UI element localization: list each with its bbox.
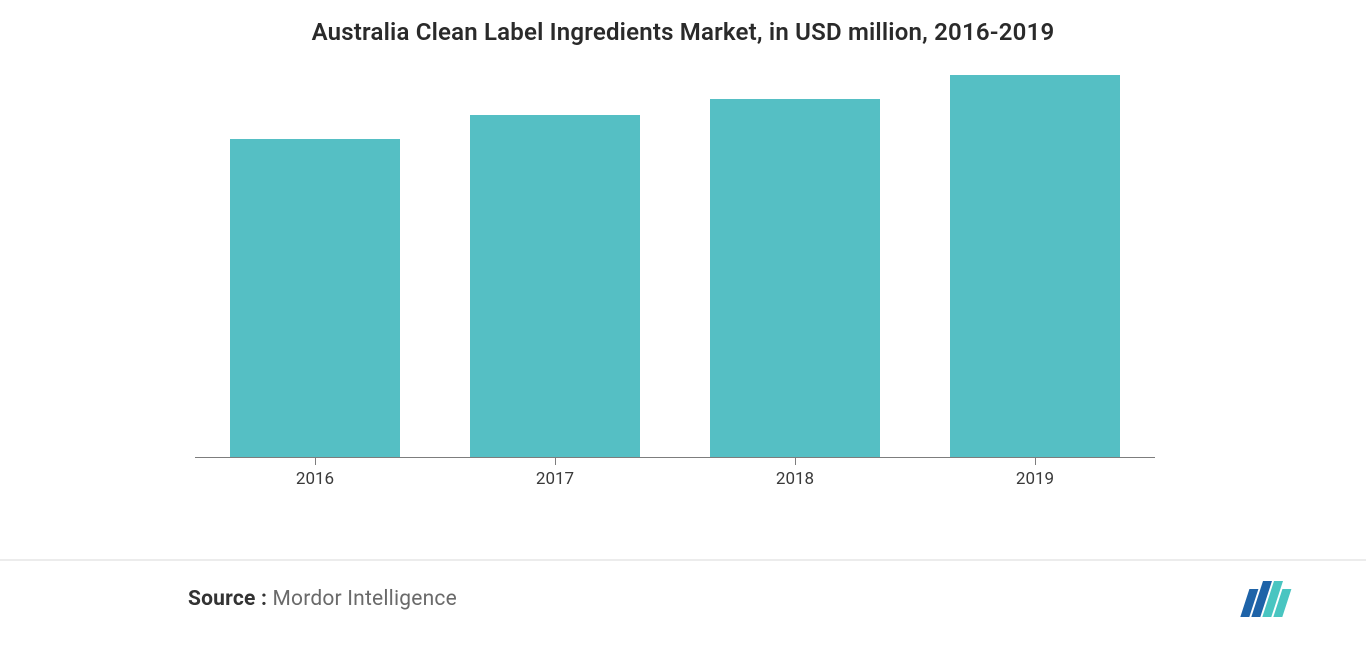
x-axis-label: 2017 bbox=[435, 469, 675, 489]
bar-group: 2016 2017 2018 2019 bbox=[195, 60, 1155, 457]
bar-slot: 2016 bbox=[195, 60, 435, 457]
axis-tick bbox=[795, 457, 796, 465]
mordor-logo-icon bbox=[1238, 581, 1306, 617]
footer-divider bbox=[0, 559, 1366, 561]
bar-slot: 2018 bbox=[675, 60, 915, 457]
bar-2019 bbox=[950, 75, 1120, 457]
axis-tick bbox=[555, 457, 556, 465]
bar-slot: 2017 bbox=[435, 60, 675, 457]
bar-slot: 2019 bbox=[915, 60, 1155, 457]
chart-footer: Source : Mordor Intelligence bbox=[188, 581, 1306, 617]
source-value: Mordor Intelligence bbox=[272, 587, 456, 611]
source-attribution: Source : Mordor Intelligence bbox=[188, 587, 457, 611]
x-axis-label: 2016 bbox=[195, 469, 435, 489]
chart-title: Australia Clean Label Ingredients Market… bbox=[0, 0, 1366, 46]
chart-plot-area: 2016 2017 2018 2019 bbox=[195, 60, 1155, 458]
source-label: Source : bbox=[188, 587, 267, 611]
bar-2016 bbox=[230, 139, 400, 457]
axis-tick bbox=[1035, 457, 1036, 465]
bar-2017 bbox=[470, 115, 640, 457]
axis-tick bbox=[315, 457, 316, 465]
bar-2018 bbox=[710, 99, 880, 457]
x-axis-label: 2019 bbox=[915, 469, 1155, 489]
x-axis-label: 2018 bbox=[675, 469, 915, 489]
